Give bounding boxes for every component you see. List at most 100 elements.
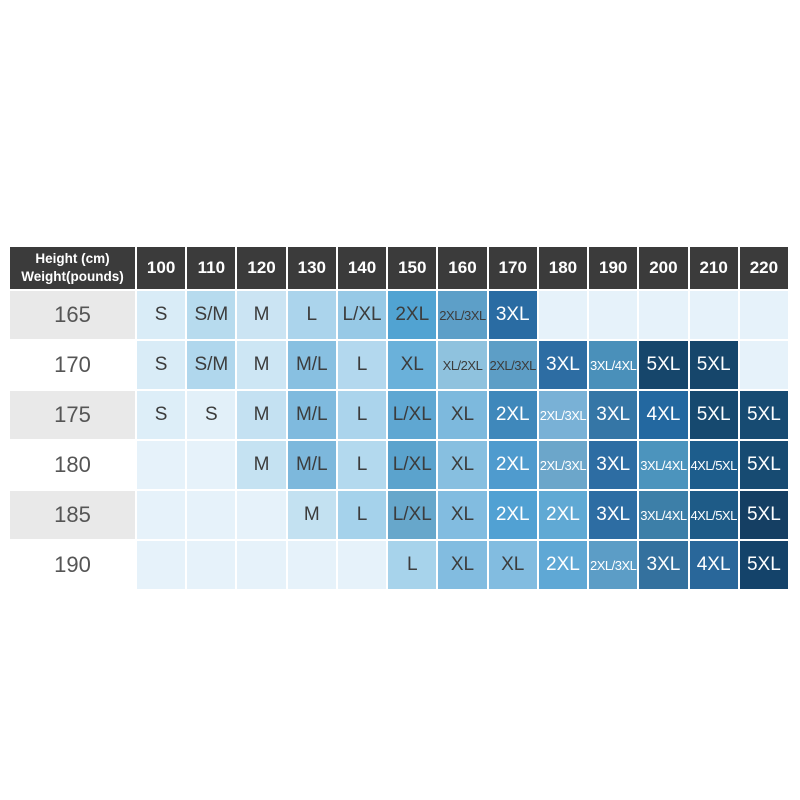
size-cell: 2XL/3XL — [538, 441, 588, 489]
size-cell: L — [287, 291, 336, 339]
weight-column-header: 170 — [488, 247, 537, 289]
empty-cell — [538, 291, 588, 339]
empty-cell — [739, 341, 788, 389]
size-cell: XL — [438, 541, 487, 589]
empty-cell — [187, 491, 236, 539]
weight-column-header: 160 — [438, 247, 487, 289]
height-row-label: 180 — [10, 441, 135, 489]
size-cell: 2XL — [538, 541, 588, 589]
empty-cell — [137, 441, 186, 489]
size-cell: 2XL/3XL — [589, 541, 638, 589]
size-cell: XL — [388, 341, 437, 389]
size-cell: L — [388, 541, 437, 589]
size-cell: S/M — [187, 341, 236, 389]
empty-cell — [337, 541, 387, 589]
height-row-label: 170 — [10, 341, 135, 389]
height-row-label: 190 — [10, 541, 135, 589]
size-cell: 3XL — [538, 341, 588, 389]
empty-cell — [639, 291, 688, 339]
corner-header-line1: Height (cm) — [35, 251, 110, 267]
size-cell: XL — [438, 491, 487, 539]
size-cell: 2XL — [488, 491, 537, 539]
size-cell: 5XL — [739, 541, 788, 589]
size-cell: XL/2XL — [438, 341, 487, 389]
size-cell: 5XL — [739, 441, 788, 489]
size-cell: 3XL — [488, 291, 537, 339]
empty-cell — [689, 291, 738, 339]
size-cell: 3XL/4XL — [639, 441, 688, 489]
weight-column-header: 210 — [689, 247, 738, 289]
size-cell: 2XL — [388, 291, 437, 339]
size-cell: M — [237, 441, 286, 489]
size-cell: M — [237, 391, 286, 439]
size-cell: 3XL/4XL — [589, 341, 638, 389]
size-cell: 2XL — [538, 491, 588, 539]
size-cell: S — [137, 291, 186, 339]
size-cell: 5XL — [639, 341, 688, 389]
size-cell: 3XL — [639, 541, 688, 589]
size-cell: L/XL — [388, 491, 437, 539]
size-cell: 3XL — [589, 491, 638, 539]
size-cell: L — [337, 491, 387, 539]
size-cell: S/M — [187, 291, 236, 339]
size-cell: 3XL/4XL — [639, 491, 688, 539]
empty-cell — [287, 541, 336, 589]
empty-cell — [589, 291, 638, 339]
size-cell: S — [137, 341, 186, 389]
size-cell: 4XL — [689, 541, 738, 589]
height-row-label: 175 — [10, 391, 135, 439]
size-cell: 4XL/5XL — [689, 491, 738, 539]
empty-cell — [187, 541, 236, 589]
size-cell: M — [237, 341, 286, 389]
size-cell: S — [137, 391, 186, 439]
size-cell: L — [337, 441, 387, 489]
size-cell: XL — [438, 441, 487, 489]
size-cell: 5XL — [689, 341, 738, 389]
size-chart-table: Height (cm) Weight(pounds) 100 110 120 130 140… — [10, 247, 788, 589]
empty-cell — [237, 541, 286, 589]
size-cell: 2XL — [488, 391, 537, 439]
size-cell: 5XL — [689, 391, 738, 439]
size-cell: 2XL/3XL — [538, 391, 588, 439]
size-cell: L — [337, 341, 387, 389]
size-cell: 4XL — [639, 391, 688, 439]
corner-header-line2: Weight(pounds) — [21, 269, 124, 284]
size-cell: M/L — [287, 441, 336, 489]
empty-cell — [187, 441, 236, 489]
weight-column-header: 220 — [739, 247, 788, 289]
size-cell: M — [237, 291, 286, 339]
size-cell: 5XL — [739, 391, 788, 439]
table-corner-header: Height (cm) Weight(pounds) — [10, 247, 135, 289]
size-cell: 4XL/5XL — [689, 441, 738, 489]
size-cell: 2XL/3XL — [488, 341, 537, 389]
height-row-label: 185 — [10, 491, 135, 539]
empty-cell — [137, 491, 186, 539]
size-cell: S — [187, 391, 236, 439]
weight-column-header: 180 — [538, 247, 588, 289]
weight-column-header: 150 — [388, 247, 437, 289]
weight-column-header: 190 — [589, 247, 638, 289]
size-cell: L/XL — [388, 391, 437, 439]
weight-column-header: 120 — [237, 247, 286, 289]
empty-cell — [739, 291, 788, 339]
size-cell: L — [337, 391, 387, 439]
size-cell: M — [287, 491, 336, 539]
size-cell: 3XL — [589, 391, 638, 439]
weight-column-header: 200 — [639, 247, 688, 289]
size-cell: M/L — [287, 391, 336, 439]
size-cell: L/XL — [388, 441, 437, 489]
weight-column-header: 140 — [337, 247, 387, 289]
empty-cell — [237, 491, 286, 539]
size-cell: 2XL — [488, 441, 537, 489]
size-cell: 2XL/3XL — [438, 291, 487, 339]
empty-cell — [137, 541, 186, 589]
height-row-label: 165 — [10, 291, 135, 339]
size-cell: 3XL — [589, 441, 638, 489]
size-cell: 5XL — [739, 491, 788, 539]
weight-column-header: 110 — [187, 247, 236, 289]
weight-column-header: 130 — [287, 247, 336, 289]
size-cell: XL — [488, 541, 537, 589]
weight-column-header: 100 — [137, 247, 186, 289]
size-cell: XL — [438, 391, 487, 439]
